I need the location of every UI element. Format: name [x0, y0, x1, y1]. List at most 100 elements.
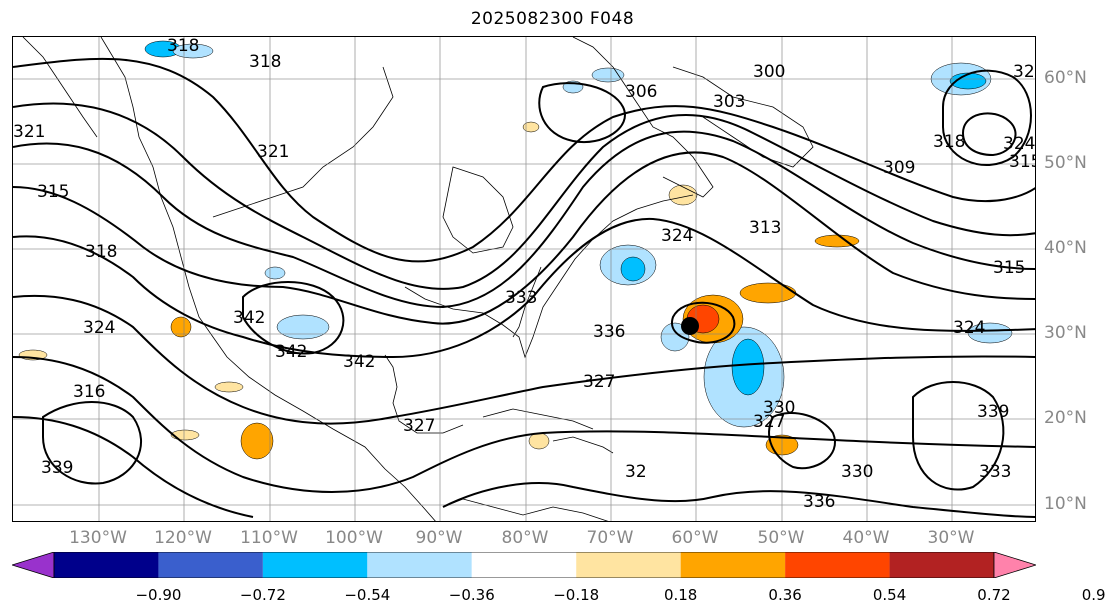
coastlines	[22, 37, 814, 521]
geopotential-contours	[13, 57, 1035, 518]
latitude-label: 40°N	[1044, 238, 1087, 258]
anomaly-patch	[949, 72, 987, 90]
contour-label: 336	[803, 492, 835, 512]
anomaly-patch	[214, 381, 244, 393]
contour-label: 339	[977, 402, 1009, 422]
contour-line	[13, 416, 254, 518]
anomaly-patch	[967, 322, 1013, 344]
longitude-label: 130°W	[69, 528, 127, 548]
colorbar-segment	[471, 552, 577, 578]
contour-line	[442, 482, 1035, 518]
contour-line	[961, 112, 1017, 157]
contour-labels: 318 318 321 321 315 318 324 316 339 342 342 342 336 3…	[13, 37, 1036, 512]
colorbar-segment	[367, 552, 472, 578]
colorbar-tick-label: −0.90	[135, 586, 182, 604]
colorbar-extend-high	[993, 552, 1036, 578]
longitude-label: 100°W	[325, 528, 383, 548]
coastline	[512, 266, 542, 338]
contour-label: 309	[883, 158, 915, 178]
contour-label: 330	[841, 462, 873, 482]
contour-label: 315	[37, 182, 69, 202]
contour-line	[242, 281, 345, 355]
longitude-label: 60°W	[671, 528, 719, 548]
contour-label: 32	[1013, 62, 1035, 82]
contour-label: 324	[953, 318, 985, 338]
anomaly-patch	[264, 266, 286, 280]
contour-line	[13, 356, 1035, 493]
map-title: 2025082300 F048	[470, 9, 635, 29]
latitude-label: 30°N	[1044, 323, 1087, 343]
latitude-label: 60°N	[1044, 68, 1087, 88]
contour-label: 342	[343, 352, 375, 372]
contour-line	[13, 102, 1035, 290]
contour-line	[42, 401, 143, 485]
contour-label: 32	[625, 462, 647, 482]
coastline	[404, 194, 694, 359]
latitude-label: 50°N	[1044, 153, 1087, 173]
contour-label: 324	[83, 318, 115, 338]
contour-label: 330	[763, 398, 795, 418]
contour-label: 342	[275, 342, 307, 362]
coastline	[572, 37, 614, 68]
contour-label: 300	[753, 62, 785, 82]
coastline	[212, 66, 394, 218]
contour-label: 318	[933, 132, 965, 152]
contour-label: 324	[661, 226, 693, 246]
latitude-label: 20°N	[1044, 408, 1087, 428]
anomaly-patch	[620, 256, 646, 282]
anomaly-patch	[240, 422, 274, 460]
colorbar-tick-label: 0.18	[663, 586, 698, 604]
coastline	[442, 498, 609, 521]
anomaly-patch	[739, 282, 797, 304]
contour-label: 321	[257, 142, 289, 162]
contour-label: 318	[167, 37, 199, 56]
contour-line	[942, 69, 1032, 167]
contour-line	[13, 130, 1035, 309]
contour-label: 315	[993, 258, 1025, 278]
longitude-label: 70°W	[586, 528, 634, 548]
contour-label: 315	[1009, 152, 1036, 172]
contour-label: 333	[505, 288, 537, 308]
contour-line	[768, 412, 836, 470]
contour-line	[912, 381, 1005, 491]
contour-line	[13, 57, 1035, 263]
colorbar-tick-label: −0.54	[344, 586, 391, 604]
anomaly-patch	[528, 432, 550, 450]
contour-label: 327	[583, 372, 615, 392]
anomaly-patch	[276, 314, 330, 340]
contour-label: 303	[713, 92, 745, 112]
longitude-label: 30°W	[927, 528, 975, 548]
colorbar-tick-label: −0.18	[553, 586, 600, 604]
colorbar-tick-label: 0.90	[1081, 586, 1105, 604]
coastline	[612, 66, 714, 198]
longitude-label: 110°W	[240, 528, 298, 548]
anomaly-patch	[170, 429, 200, 441]
coastline	[384, 354, 464, 434]
colorbar-tick-label: 0.72	[977, 586, 1011, 604]
contour-label: 333	[979, 462, 1011, 482]
contour-line	[13, 151, 1035, 325]
anomaly-patch	[731, 338, 765, 396]
contour-line	[13, 217, 1035, 359]
contour-label: 324	[1003, 134, 1035, 154]
coastline	[552, 436, 614, 454]
colorbar-segment	[262, 552, 368, 578]
contour-label: 318	[249, 52, 281, 72]
coastline	[482, 408, 594, 430]
contour-label: 339	[41, 458, 73, 478]
colorbar-tick-label: 0.36	[768, 586, 802, 604]
longitude-label: 80°W	[501, 528, 549, 548]
storm-center-marker	[681, 317, 699, 335]
longitude-label: 40°W	[842, 528, 890, 548]
contour-label: 316	[73, 382, 105, 402]
contour-label: 327	[753, 412, 785, 432]
contour-line	[13, 294, 1035, 425]
longitude-label: 90°W	[415, 528, 463, 548]
anomaly-shading	[18, 40, 1013, 460]
colorbar-tick-label: 0.54	[872, 586, 907, 604]
anomaly-patch	[668, 184, 698, 206]
colorbar-segment	[785, 552, 890, 578]
map-panel: 318 318 321 321 315 318 324 316 339 342 342 342 336 3…	[12, 36, 1036, 522]
contour-label: 313	[749, 218, 781, 238]
longitude-label: 120°W	[154, 528, 212, 548]
